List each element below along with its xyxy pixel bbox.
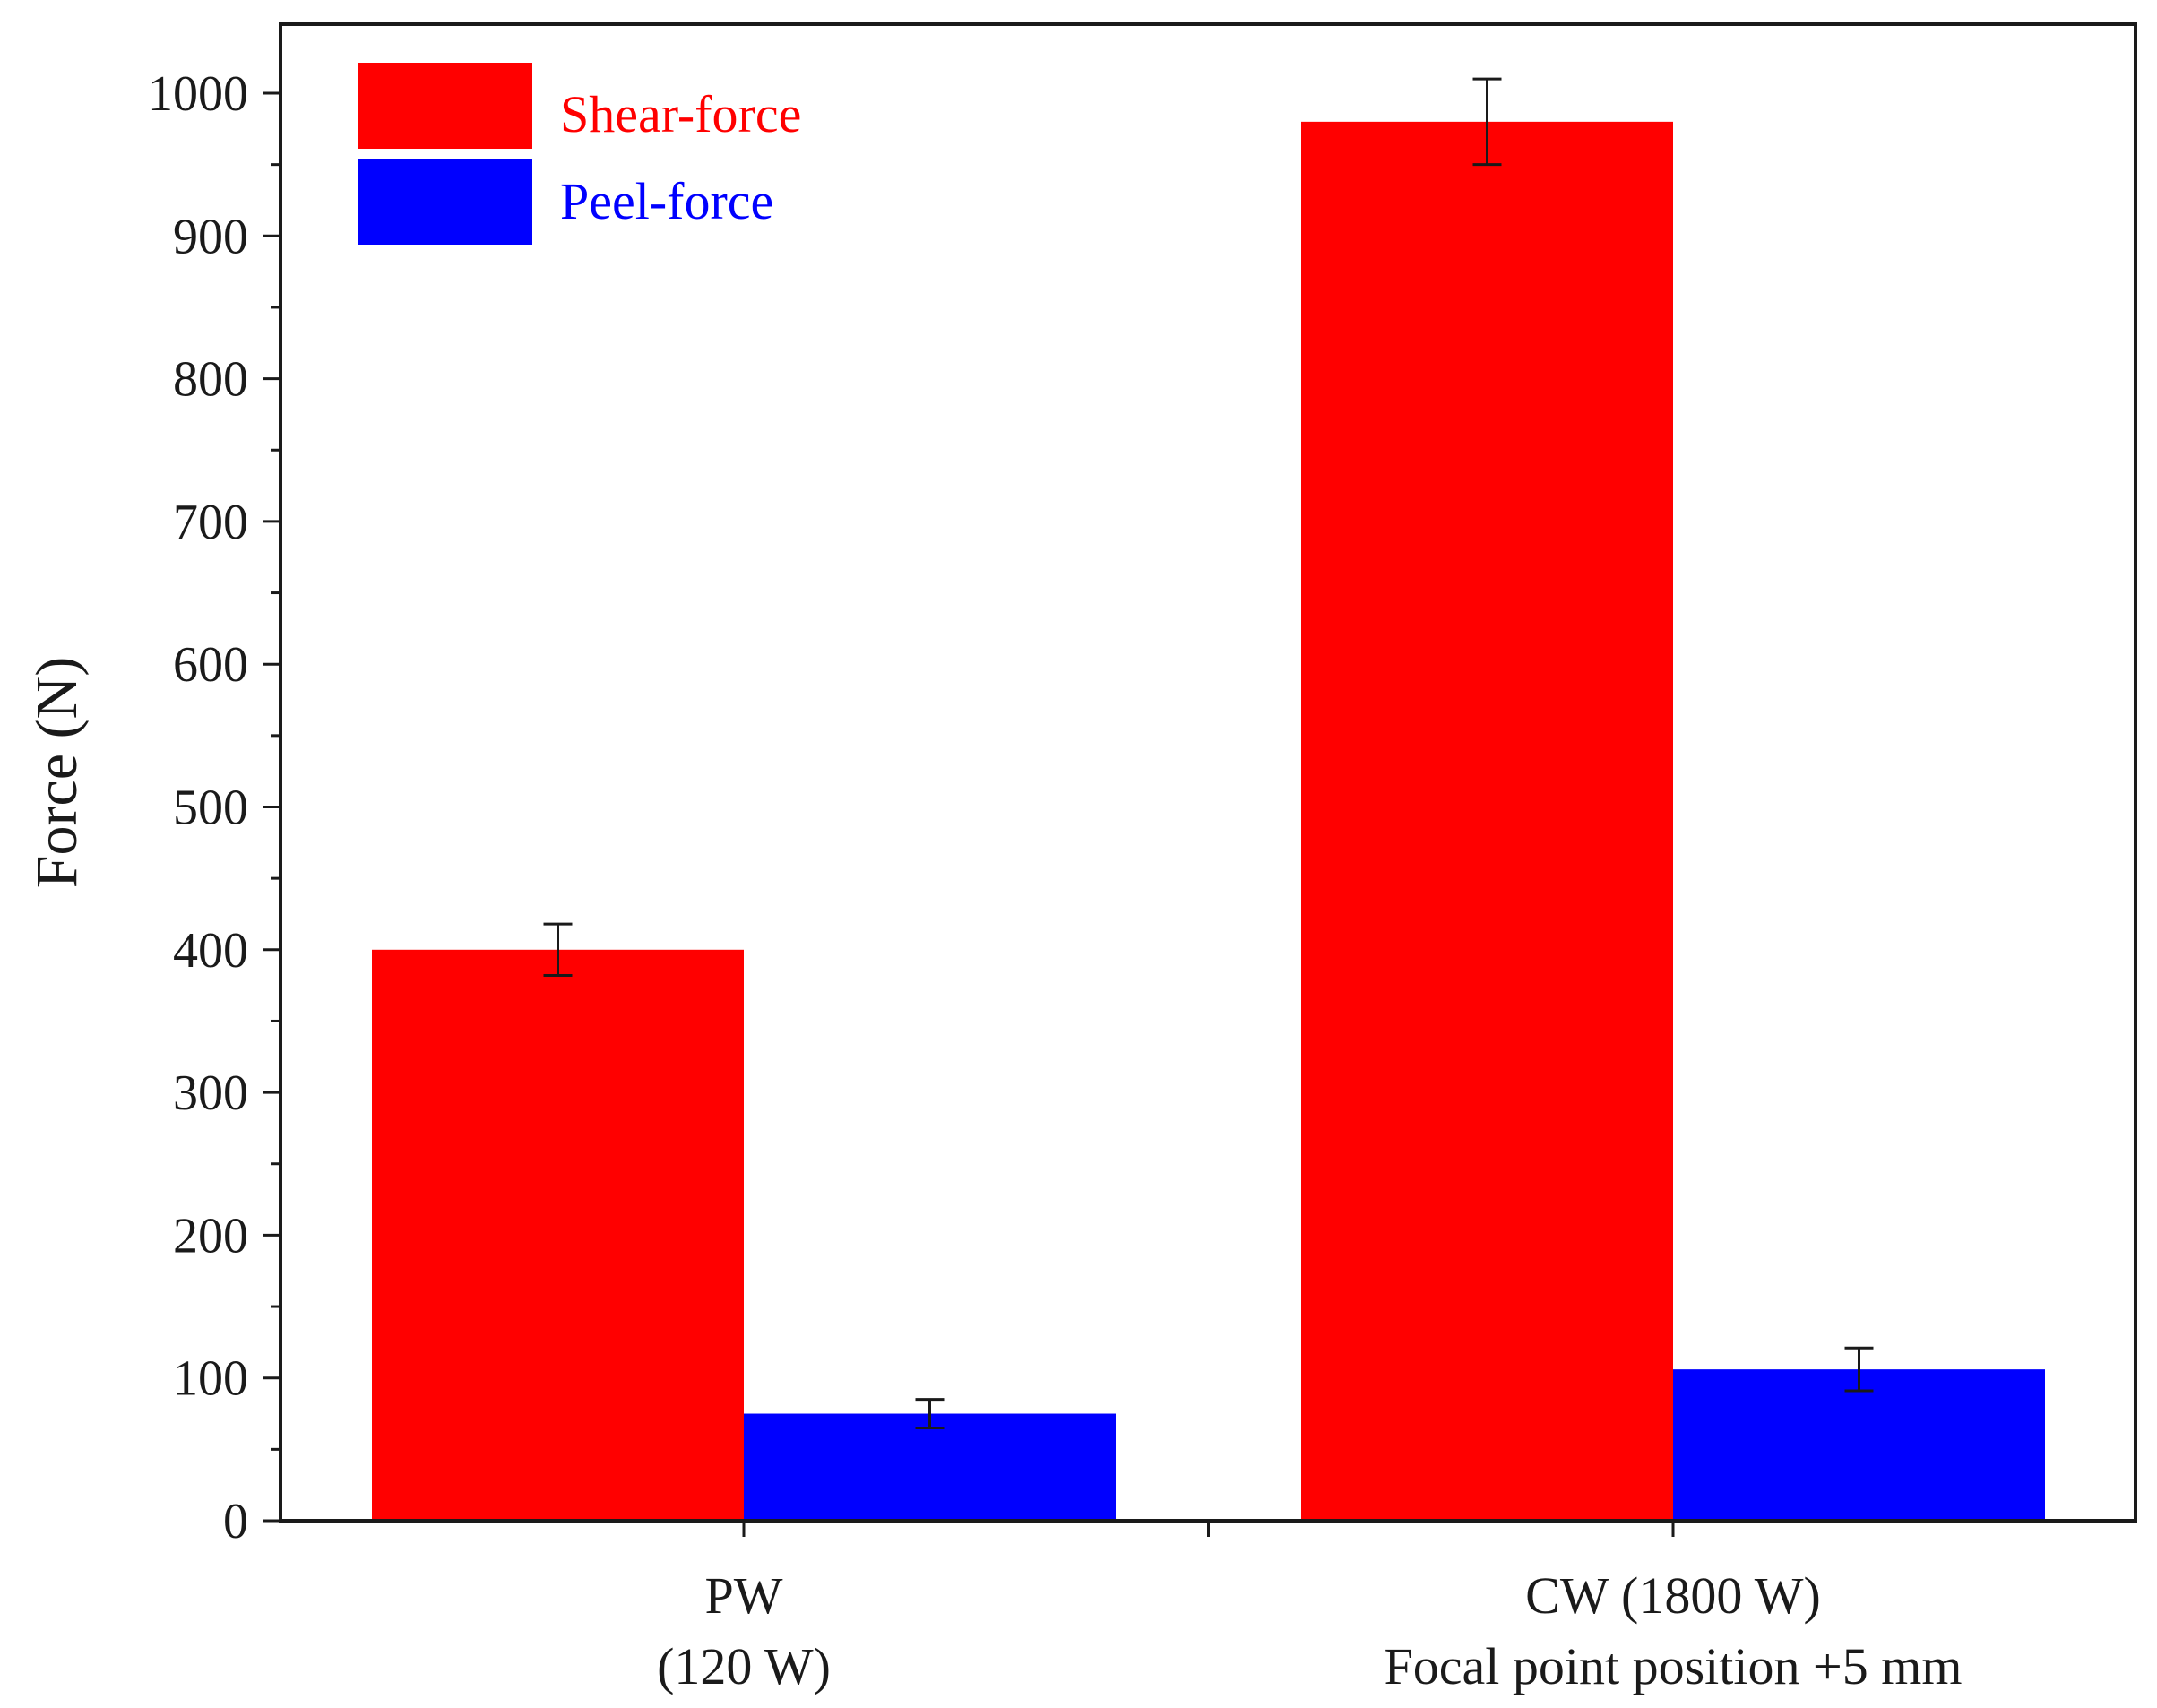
bar-peel-force-0 [744,1413,1116,1521]
legend-swatch-shear-force [358,63,532,149]
y-tick-label: 500 [173,781,248,836]
y-axis-title: Force (N) [24,657,90,888]
y-tick-label: 800 [173,352,248,408]
legend-label-peel-force: Peel-force [560,172,773,230]
y-tick-label: 900 [173,209,248,264]
y-tick-label: 100 [173,1351,248,1407]
x-category-label-line2: (120 W) [657,1637,831,1695]
bar-shear-force-0 [372,949,744,1521]
y-tick-label: 1000 [148,66,248,122]
bar-shear-force-1 [1301,121,1673,1522]
y-tick-label: 700 [173,495,248,550]
y-tick-label: 600 [173,637,248,693]
error-bar-peel-force-0 [915,1398,945,1429]
y-tick-label: 0 [223,1494,248,1549]
y-tick-label: 300 [173,1065,248,1121]
bar-peel-force-1 [1673,1369,2045,1521]
legend-label-shear-force: Shear-force [560,85,801,143]
error-bar-shear-force-1 [1472,77,1502,167]
x-axis: PW (120 W) CW (1800 W) Focal point position… [657,1521,1962,1695]
error-bar-shear-force-0 [543,922,573,977]
error-bar-peel-force-1 [1844,1346,1874,1393]
legend: Shear-force Peel-force [358,63,801,245]
legend-swatch-peel-force [358,159,532,245]
error-bars-group [543,77,1874,1429]
y-tick-label: 200 [173,1208,248,1264]
x-category-label-line1: PW [705,1566,783,1625]
bars-group [372,121,2045,1522]
y-tick-label: 400 [173,923,248,979]
y-axis: 0 100 200 300 400 500 600 700 800 900 1000 [148,66,280,1549]
x-category-label-line1: CW (1800 W) [1525,1566,1821,1625]
x-category-label-line2: Focal point position +5 mm [1385,1637,1963,1695]
